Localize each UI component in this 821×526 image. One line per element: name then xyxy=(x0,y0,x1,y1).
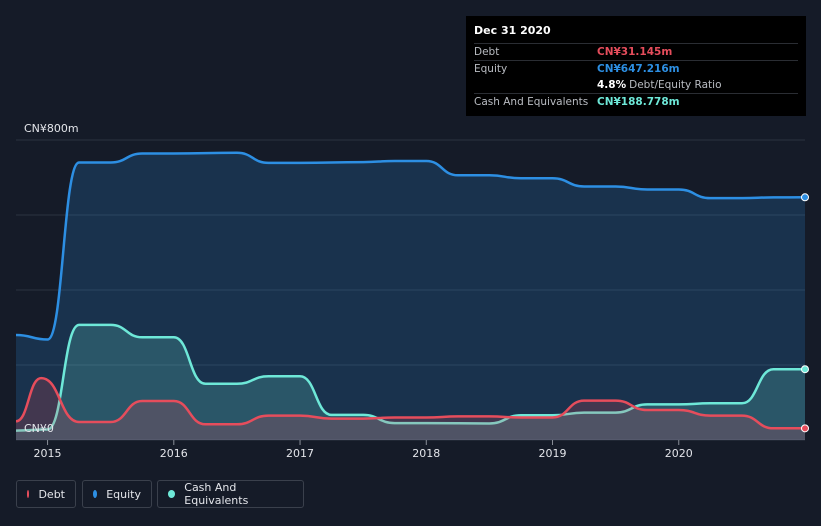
legend-item-debt[interactable]: Debt xyxy=(16,480,76,508)
tooltip-debt-value: CN¥31.145m xyxy=(597,46,673,58)
x-tick-label-2019: 2019 xyxy=(539,447,567,460)
series-layer xyxy=(15,151,809,441)
equity-dot-icon xyxy=(93,490,98,498)
tooltip-equity-row: Equity CN¥647.216m xyxy=(474,60,798,77)
tooltip-ratio-row: 4.8% Debt/Equity Ratio xyxy=(474,77,798,93)
equity-end-marker xyxy=(801,193,809,202)
x-tick-label-2017: 2017 xyxy=(286,447,314,460)
cash-and-equivalents-line xyxy=(15,323,805,432)
tooltip-ratio-value: 4.8% xyxy=(597,79,627,91)
x-axis-ticks: 2015 2016 2017 2018 2019 2020 xyxy=(34,440,693,460)
tooltip-equity-label: Equity xyxy=(474,63,508,75)
tooltip-equity-value: CN¥647.216m xyxy=(597,63,680,75)
tooltip-debt-label: Debt xyxy=(474,46,500,58)
legend-label-equity: Equity xyxy=(106,487,141,501)
cash-and-equivalents-end-marker xyxy=(801,365,809,374)
legend-label-debt: Debt xyxy=(38,487,65,501)
equity-line xyxy=(15,151,806,341)
debt-end-marker xyxy=(801,424,809,433)
tooltip-cash-value: CN¥188.778m xyxy=(597,96,680,108)
tooltip-cash-label: Cash And Equivalents xyxy=(474,96,589,108)
x-tick-label-2016: 2016 xyxy=(160,447,188,460)
equity-area xyxy=(16,152,805,441)
cash-and-equivalents-area xyxy=(16,324,805,440)
tooltip-debt-row: Debt CN¥31.145m xyxy=(474,43,798,60)
grid-layer xyxy=(16,139,805,441)
x-tick-label-2020: 2020 xyxy=(665,447,693,460)
data-tooltip: Dec 31 2020 Debt CN¥31.145m Equity CN¥64… xyxy=(466,16,806,116)
y-axis-top-label: CN¥800m xyxy=(24,122,79,135)
legend-item-equity[interactable]: Equity xyxy=(82,480,152,508)
tooltip-date: Dec 31 2020 xyxy=(474,24,551,37)
cash-dot-icon xyxy=(168,490,176,498)
tooltip-ratio-label: Debt/Equity Ratio xyxy=(629,79,722,91)
x-tick-label-2015: 2015 xyxy=(34,447,62,460)
debt-dot-icon xyxy=(27,490,30,498)
y-axis-bottom-label: CN¥0 xyxy=(24,422,54,435)
debt-line xyxy=(15,376,805,430)
x-tick-label-2018: 2018 xyxy=(412,447,440,460)
tooltip-cash-row: Cash And Equivalents CN¥188.778m xyxy=(474,93,798,110)
legend-item-cash[interactable]: Cash And Equivalents xyxy=(157,480,304,508)
legend-label-cash: Cash And Equivalents xyxy=(184,481,249,507)
